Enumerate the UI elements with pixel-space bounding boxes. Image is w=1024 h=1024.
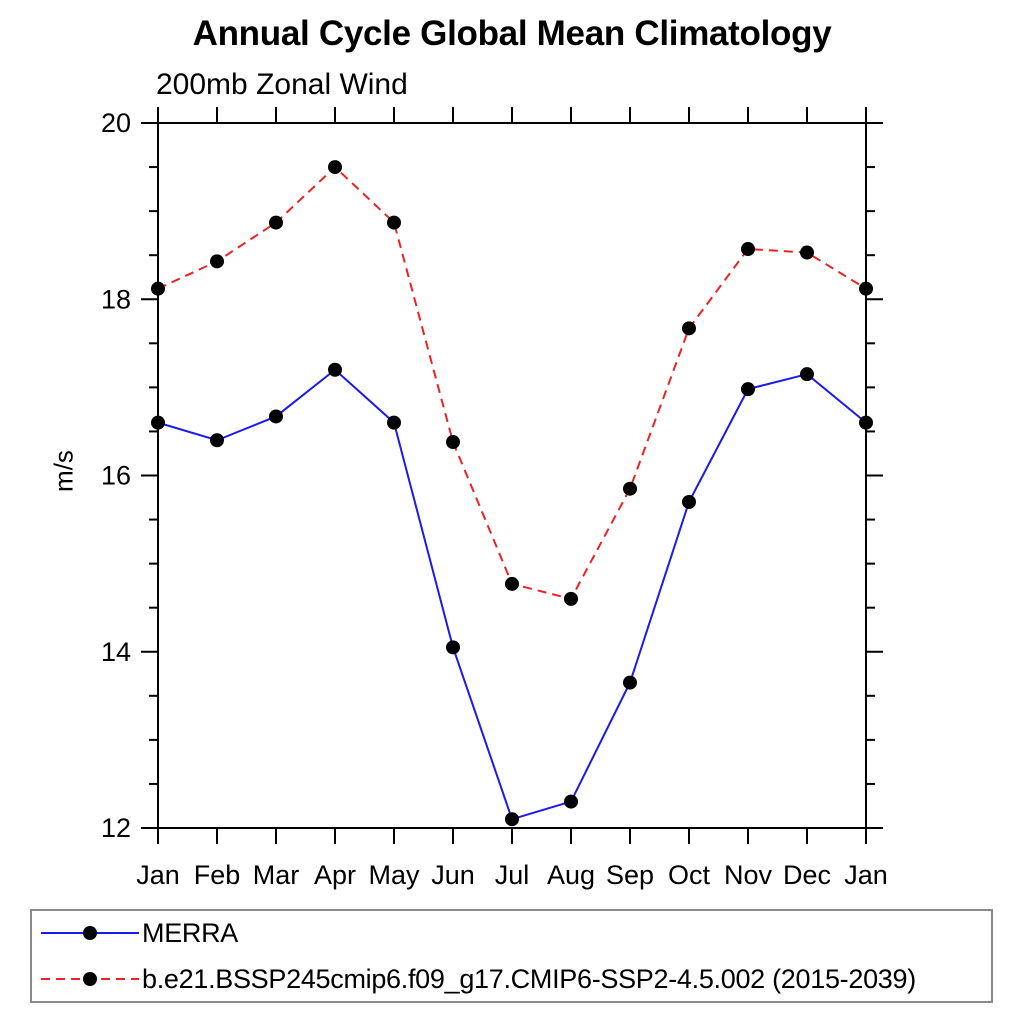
x-tick-label: Apr [314,860,356,890]
plot-frame [157,122,867,829]
x-tick-label: Oct [668,860,711,890]
data-point-merra-jan-12 [859,415,873,430]
data-point-merra-may-4 [387,415,401,430]
legend-line-sample-merra [41,926,139,940]
data-point-merra-jan-0 [151,415,165,430]
x-tick-label: Mar [253,860,300,890]
data-point-model-apr-3 [328,160,342,175]
x-tick-label: Jan [136,860,180,890]
chart-subtitle: 200mb Zonal Wind [156,68,408,101]
legend-item-merra: MERRA [32,912,991,954]
data-point-model-jan-12 [859,281,873,296]
legend-item-model: b.e21.BSSP245cmip6.f09_g17.CMIP6-SSP2-4.… [32,958,991,1000]
data-point-merra-jun-5 [446,640,460,655]
legend: MERRA b.e21.BSSP245cmip6.f09_g17.CMIP6-S… [30,909,993,1003]
y-tick-label: 20 [101,108,131,138]
data-point-merra-nov-10 [741,382,755,397]
data-point-model-sep-8 [623,481,637,496]
legend-label-merra: MERRA [142,917,239,948]
x-tick-label: Sep [606,860,654,890]
data-point-model-dec-11 [800,245,814,260]
x-tick-label: Aug [547,860,595,890]
data-point-model-jan-0 [151,281,165,296]
x-tick-label: Jun [431,860,475,890]
legend-line-sample-model [41,972,139,986]
x-tick-label: Jan [844,860,888,890]
data-point-model-feb-1 [210,254,224,269]
data-point-model-nov-10 [741,242,755,257]
y-tick-label: 16 [101,461,131,491]
data-point-merra-sep-8 [623,675,637,690]
x-tick-label: Jul [495,860,530,890]
data-point-model-aug-7 [564,591,578,606]
data-point-merra-oct-9 [682,494,696,509]
data-point-model-jun-5 [446,435,460,450]
data-point-merra-jul-6 [505,812,519,827]
data-point-merra-mar-2 [269,409,283,424]
data-point-model-jul-6 [505,576,519,591]
data-point-merra-feb-1 [210,433,224,448]
x-tick-label: May [368,860,420,890]
x-tick-label: Nov [724,860,773,890]
data-point-model-mar-2 [269,215,283,230]
y-tick-label: 12 [101,813,131,843]
data-point-model-oct-9 [682,321,696,336]
y-tick-label: 18 [101,284,131,314]
x-tick-label: Feb [194,860,241,890]
data-point-merra-apr-3 [328,362,342,377]
chart-title: Annual Cycle Global Mean Climatology [192,14,832,53]
series-line-merra [157,368,867,821]
data-point-merra-aug-7 [564,794,578,809]
series-line-model [157,165,867,601]
x-tick-label: Dec [783,860,831,890]
data-point-model-may-4 [387,215,401,230]
y-tick-label: 14 [101,637,131,667]
legend-label-model: b.e21.BSSP245cmip6.f09_g17.CMIP6-SSP2-4.… [142,963,916,994]
data-point-merra-dec-11 [800,367,814,382]
